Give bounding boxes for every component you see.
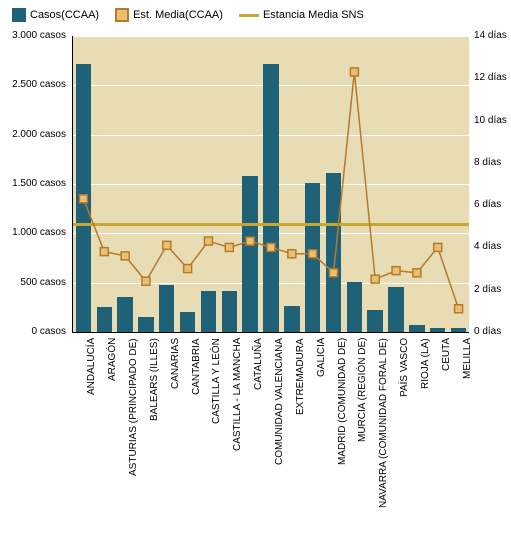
line-marker: [392, 267, 400, 275]
x-tick-label: BALEARS (ILLES): [149, 338, 160, 421]
line-marker: [121, 252, 129, 260]
legend-item-estmedia: Est. Media(CCAA): [115, 8, 223, 22]
x-tick-label: CASTILLA - LA MANCHA: [232, 338, 243, 451]
legend: Casos(CCAA) Est. Media(CCAA) Estancia Me…: [0, 0, 511, 26]
line-marker: [455, 305, 463, 313]
line-marker: [163, 241, 171, 249]
line-marker: [288, 250, 296, 258]
line-marker: [413, 269, 421, 277]
x-tick-label: PAÍS VASCO: [399, 338, 410, 397]
x-tick-label: ARAGÓN: [107, 338, 118, 381]
line-marker: [267, 243, 275, 251]
legend-label: Estancia Media SNS: [263, 9, 364, 21]
line-marker: [246, 237, 254, 245]
line-marker: [79, 195, 87, 203]
x-tick-label: EXTREMADURA: [295, 338, 306, 415]
chart-container: Casos(CCAA) Est. Media(CCAA) Estancia Me…: [0, 0, 511, 551]
line-marker: [184, 265, 192, 273]
line-marker: [434, 243, 442, 251]
x-tick-label: MADRID (COMUNIDAD DE): [337, 338, 348, 465]
y-left-tick: 1.000 casos: [0, 227, 66, 238]
y-right-tick: 10 días: [474, 115, 507, 126]
legend-item-casos: Casos(CCAA): [12, 8, 99, 22]
legend-marker-estmedia: [115, 8, 129, 22]
legend-item-sns: Estancia Media SNS: [239, 9, 364, 21]
y-right-tick: 4 días: [474, 241, 501, 252]
x-tick-label: GALICIA: [316, 338, 327, 377]
line-marker: [371, 275, 379, 283]
line-marker: [225, 243, 233, 251]
x-tick-label: RIOJA (LA): [420, 338, 431, 389]
y-right-tick: 0 días: [474, 326, 501, 337]
line-marker: [309, 250, 317, 258]
legend-swatch-casos: [12, 8, 26, 22]
x-tick-label: ASTURIAS (PRINCIPADO DE): [128, 338, 139, 476]
y-left-tick: 0 casos: [0, 326, 66, 337]
x-tick-label: CATALUÑA: [253, 338, 264, 390]
plot-area: [72, 36, 469, 333]
legend-label: Casos(CCAA): [30, 9, 99, 21]
line-marker: [204, 237, 212, 245]
x-tick-label: CASTILLA Y LEÓN: [211, 338, 222, 424]
x-tick-label: CANARIAS: [170, 338, 181, 389]
legend-label: Est. Media(CCAA): [133, 9, 223, 21]
y-right-tick: 2 días: [474, 284, 501, 295]
y-left-tick: 1.500 casos: [0, 178, 66, 189]
x-tick-label: COMUNIDAD VALENCIANA: [274, 338, 285, 465]
x-tick-label: NAVARRA (COMUNIDAD FORAL DE): [378, 338, 389, 508]
line-marker: [350, 68, 358, 76]
y-right-tick: 6 días: [474, 199, 501, 210]
legend-line-sns: [239, 14, 259, 17]
x-tick-label: CEUTA: [441, 338, 452, 371]
y-left-tick: 2.500 casos: [0, 79, 66, 90]
line-series-estmedia: [73, 36, 469, 332]
y-right-tick: 14 días: [474, 30, 507, 41]
y-right-tick: 8 días: [474, 157, 501, 168]
y-left-tick: 2.000 casos: [0, 129, 66, 140]
y-left-tick: 500 casos: [0, 277, 66, 288]
x-tick-label: CANTABRIA: [191, 339, 202, 396]
x-tick-label: ANDALUCÍA: [86, 338, 97, 395]
x-tick-label: MURCIA (REGIÓN DE): [357, 338, 368, 442]
line-marker: [330, 269, 338, 277]
y-right-tick: 12 días: [474, 72, 507, 83]
line-marker: [142, 277, 150, 285]
line-marker: [100, 248, 108, 256]
x-tick-label: MELILLA: [462, 338, 473, 379]
y-left-tick: 3.000 casos: [0, 30, 66, 41]
